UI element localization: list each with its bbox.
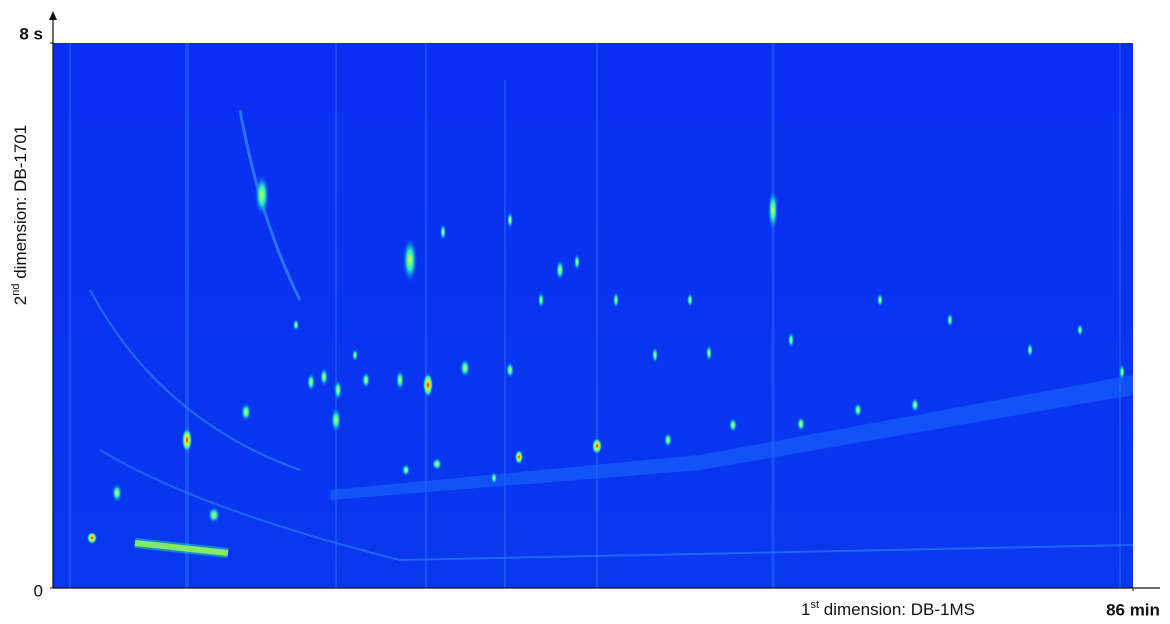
background-texture (69, 43, 1134, 588)
y-tick-label: 0 (34, 581, 43, 600)
x-tick-label: 86 min (1106, 600, 1160, 619)
plot-area (53, 43, 1134, 588)
plot-background (53, 43, 1133, 588)
x-axis-label: 1st dimension: DB-1MS (801, 599, 975, 620)
axes (49, 11, 1160, 589)
y-axis-arrow (49, 11, 57, 20)
y-tick-label: 8 s (19, 24, 43, 43)
y-axis-label: 2nd dimension: DB-1701 (10, 125, 31, 305)
peaks (87, 175, 1125, 544)
